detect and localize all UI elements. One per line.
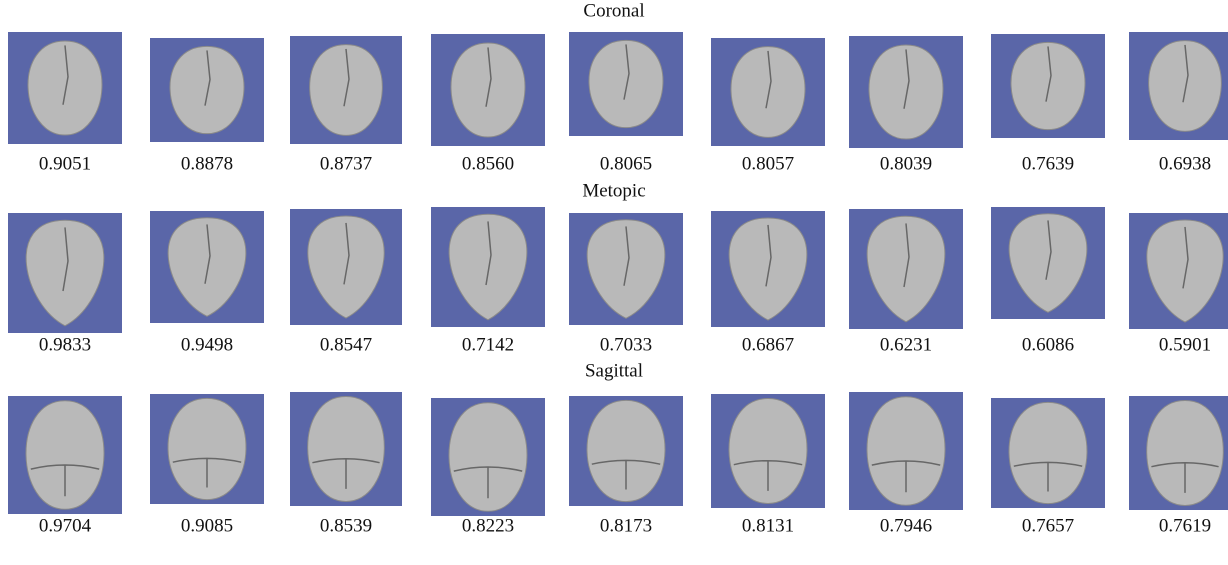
skull-image	[991, 398, 1105, 508]
skull-image	[569, 213, 683, 325]
score: 0.7619	[1159, 515, 1211, 536]
skull-image	[431, 207, 545, 327]
score: 0.7657	[1022, 515, 1074, 536]
score: 0.7639	[1022, 153, 1074, 174]
skull-image	[849, 36, 963, 148]
score: 0.8737	[320, 153, 372, 174]
score: 0.8878	[181, 153, 233, 174]
score: 0.7946	[880, 515, 932, 536]
score: 0.8039	[880, 153, 932, 174]
score: 0.6867	[742, 334, 794, 355]
skull	[451, 43, 525, 137]
skull-image	[849, 209, 963, 329]
score: 0.9833	[39, 334, 91, 355]
score: 0.9085	[181, 515, 233, 536]
skull-image	[150, 211, 264, 323]
skull	[869, 45, 943, 139]
skull-image	[150, 394, 264, 504]
skull	[589, 40, 663, 127]
skull	[731, 47, 805, 138]
figure: Coronal 0.9051 0.8878 0.8737 0.8560 0.8065 0.8…	[0, 0, 1228, 565]
row-title: Metopic	[582, 180, 645, 201]
skull-image	[290, 36, 402, 144]
skull-image	[711, 38, 825, 146]
score: 0.5901	[1159, 334, 1211, 355]
score: 0.6086	[1022, 334, 1074, 355]
score: 0.9498	[181, 334, 233, 355]
score: 0.8539	[320, 515, 372, 536]
skull-image	[8, 32, 122, 144]
skull-image	[8, 213, 122, 333]
score: 0.8547	[320, 334, 372, 355]
skull-image	[569, 32, 683, 136]
score: 0.7033	[600, 334, 652, 355]
skull-image	[1129, 32, 1228, 140]
score: 0.6231	[880, 334, 932, 355]
skull	[170, 46, 244, 133]
score: 0.8057	[742, 153, 794, 174]
score: 0.8560	[462, 153, 514, 174]
skull-image	[8, 396, 122, 514]
score: 0.8131	[742, 515, 794, 536]
row-title: Sagittal	[585, 360, 643, 381]
score: 0.7142	[462, 334, 514, 355]
skull-image	[569, 396, 683, 506]
score: 0.6938	[1159, 153, 1211, 174]
skull	[1011, 42, 1085, 129]
skull-image	[431, 398, 545, 516]
skull-image	[711, 394, 825, 508]
skull-image	[1129, 396, 1228, 510]
skull	[1149, 41, 1222, 132]
score: 0.9704	[39, 515, 92, 536]
score: 0.8223	[462, 515, 514, 536]
score: 0.8173	[600, 515, 652, 536]
skull-image	[431, 34, 545, 146]
skull	[310, 45, 383, 136]
skull-image	[991, 207, 1105, 319]
skull-image	[290, 392, 402, 506]
skull-image	[991, 34, 1105, 138]
skull	[28, 41, 102, 135]
skull-image	[711, 211, 825, 327]
skull-image	[849, 392, 963, 510]
skull-image	[150, 38, 264, 142]
skull-image	[1129, 213, 1228, 329]
skull-image	[290, 209, 402, 325]
score: 0.8065	[600, 153, 652, 174]
score: 0.9051	[39, 153, 91, 174]
row-title: Coronal	[583, 0, 644, 21]
